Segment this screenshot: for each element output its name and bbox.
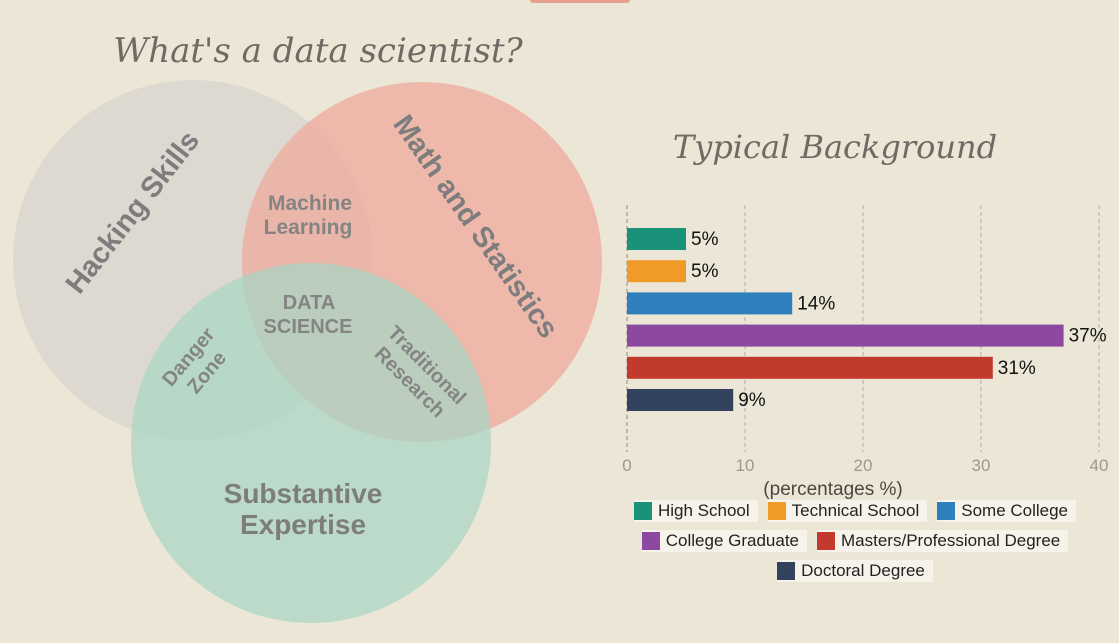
legend-label: Technical School bbox=[791, 501, 920, 520]
bar bbox=[627, 228, 686, 250]
substantive-expertise-circle bbox=[131, 263, 491, 623]
x-tick-label: 40 bbox=[1090, 456, 1109, 475]
chart-legend: High School Technical School Some College … bbox=[615, 500, 1095, 590]
chart-title: Typical Background bbox=[673, 128, 997, 166]
bar-value-label: 5% bbox=[691, 229, 719, 250]
chart-x-tick-labels: 0 10 20 30 40 bbox=[622, 456, 1108, 475]
bar-value-label: 9% bbox=[738, 390, 766, 411]
x-tick-label: 30 bbox=[972, 456, 991, 475]
bar bbox=[627, 260, 686, 283]
bar bbox=[627, 389, 734, 411]
legend-row: College Graduate Masters/Professional Deg… bbox=[615, 530, 1095, 552]
venn-title: What's a data scientist? bbox=[113, 31, 523, 71]
legend-row: Doctoral Degree bbox=[615, 560, 1095, 582]
legend-item: Doctoral Degree bbox=[777, 560, 933, 582]
chart-value-labels: 5% 5% 14% 37% 31% 9% bbox=[691, 229, 1107, 411]
x-tick-label: 10 bbox=[736, 456, 755, 475]
top-accent-mark bbox=[530, 0, 630, 3]
legend-label: College Graduate bbox=[665, 531, 800, 550]
legend-row: High School Technical School Some College bbox=[615, 500, 1095, 522]
bar bbox=[627, 356, 993, 379]
bar bbox=[627, 324, 1064, 347]
x-tick-label: 0 bbox=[622, 456, 631, 475]
legend-item: College Graduate bbox=[641, 530, 808, 552]
bar-value-label: 5% bbox=[691, 261, 719, 282]
legend-swatch bbox=[767, 502, 786, 520]
bar bbox=[627, 292, 793, 315]
legend-swatch bbox=[641, 532, 660, 550]
substantive-label-line1: Substantive bbox=[224, 478, 383, 509]
legend-item: Masters/Professional Degree bbox=[817, 530, 1069, 552]
bar-value-label: 14% bbox=[797, 293, 835, 314]
legend-label: High School bbox=[657, 501, 750, 520]
legend-label: Some College bbox=[961, 501, 1069, 520]
legend-item: Technical School bbox=[767, 500, 928, 522]
legend-item: High School bbox=[633, 500, 758, 522]
chart-bars bbox=[627, 228, 1064, 411]
legend-swatch bbox=[817, 532, 836, 550]
x-axis-title: (percentages %) bbox=[763, 479, 902, 500]
data-science-line1: DATA bbox=[283, 292, 336, 314]
bar-value-label: 31% bbox=[998, 358, 1036, 379]
legend-item: Some College bbox=[937, 500, 1077, 522]
machine-learning-line1: Machine bbox=[268, 192, 352, 215]
legend-label: Masters/Professional Degree bbox=[841, 531, 1061, 550]
x-tick-label: 20 bbox=[854, 456, 873, 475]
legend-swatch bbox=[777, 562, 796, 580]
legend-swatch bbox=[937, 502, 956, 520]
bar-value-label: 37% bbox=[1069, 326, 1107, 347]
legend-label: Doctoral Degree bbox=[801, 561, 925, 580]
data-science-line2: SCIENCE bbox=[264, 316, 353, 338]
machine-learning-line2: Learning bbox=[264, 216, 353, 239]
substantive-label-line2: Expertise bbox=[240, 509, 366, 540]
legend-swatch bbox=[633, 502, 652, 520]
